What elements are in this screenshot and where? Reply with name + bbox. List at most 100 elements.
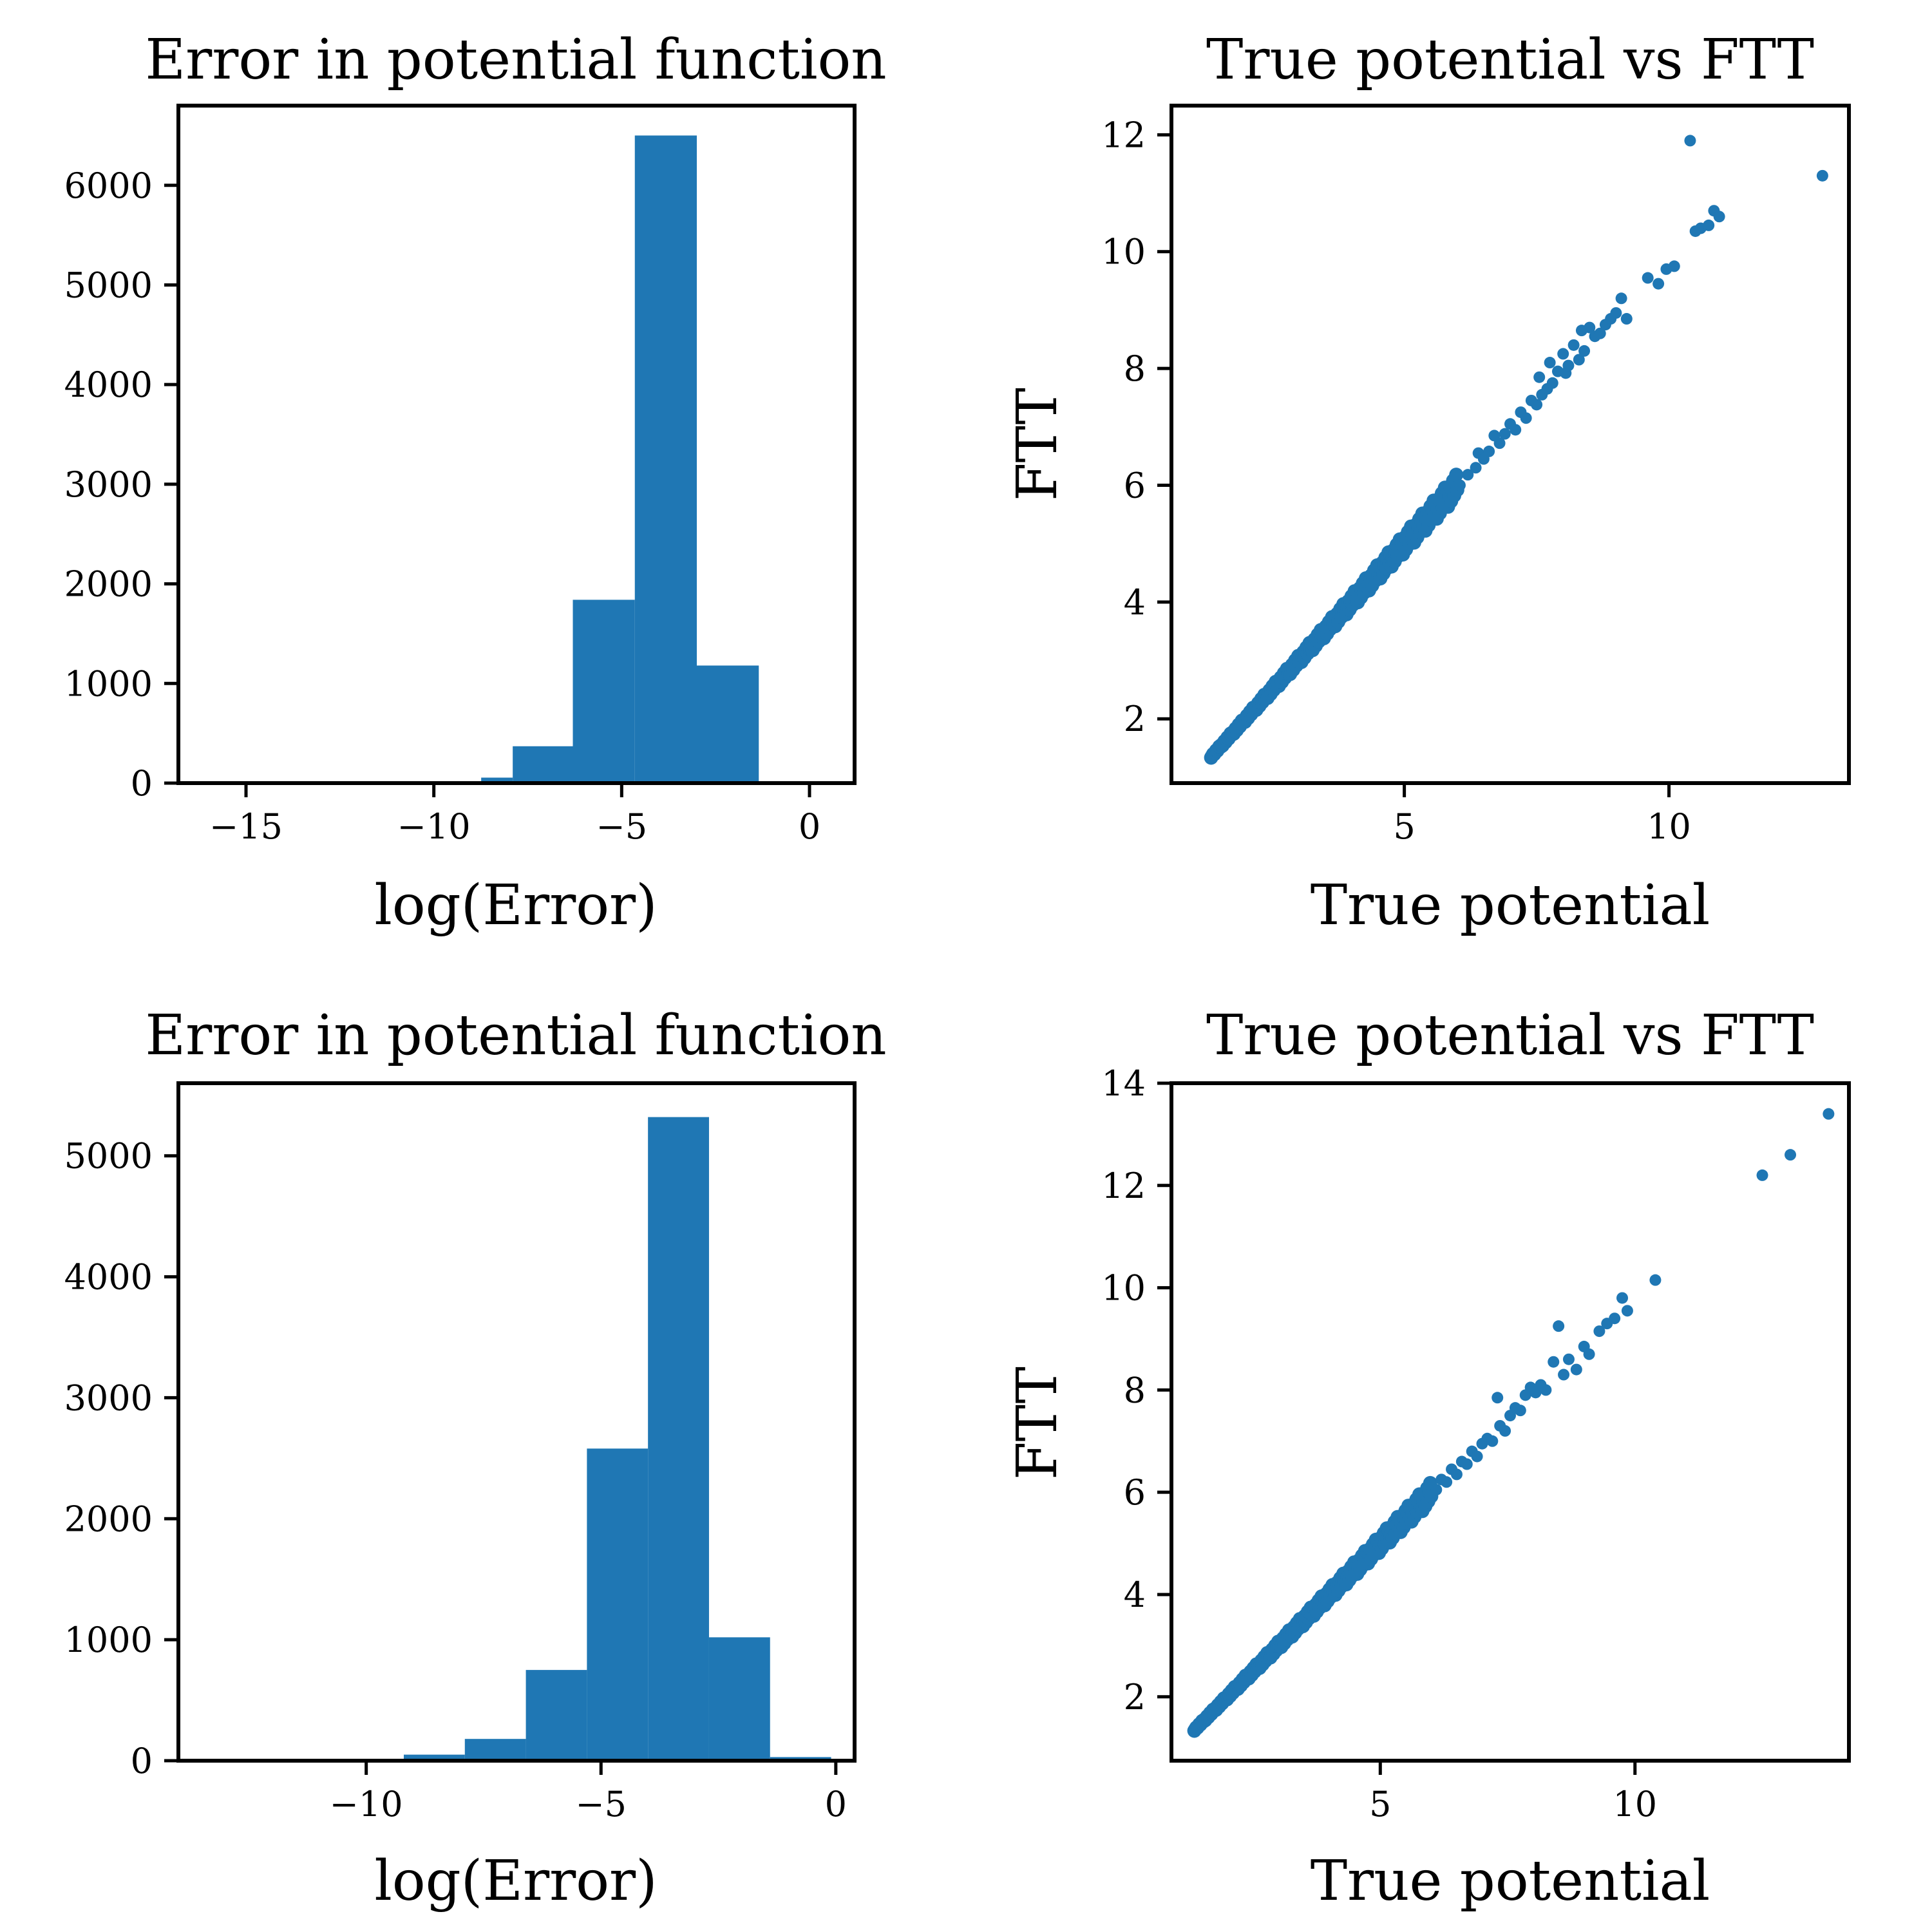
scatter-point (1615, 292, 1627, 305)
plot-frame (176, 104, 857, 785)
x-tick-label: −10 (397, 806, 471, 847)
chart-title: True potential vs FTT (1206, 1003, 1814, 1068)
y-tick-label: 12 (1101, 1166, 1146, 1206)
panel-top-left-histogram: Error in potential function −15 −10 −5 0 0 10… (64, 28, 887, 938)
scatter-point (1514, 1405, 1526, 1417)
histogram-bar (573, 600, 635, 783)
histogram-bar (464, 1739, 526, 1761)
panel-top-right-scatter: True potential vs FTT 5 10 2 4 6 8 10 12 True p… (1005, 28, 1851, 938)
y-tick-label: 4 (1124, 582, 1146, 623)
y-axis-label: FTT (1005, 1367, 1070, 1480)
y-tick-label: 3000 (64, 1378, 153, 1418)
scatter-point (1493, 437, 1506, 450)
y-tick-label: 0 (131, 1741, 153, 1781)
histogram-bar (404, 1754, 465, 1761)
histogram-bar (481, 777, 513, 783)
scatter-point (1562, 359, 1575, 372)
scatter-point (1573, 354, 1585, 366)
scatter-point (1450, 1468, 1463, 1481)
y-tick-label: 1000 (64, 663, 153, 704)
points-layer (1187, 1108, 1835, 1738)
scatter-point (1594, 327, 1606, 339)
y-tick-label: 6 (1124, 1472, 1146, 1513)
scatter-point (1548, 1356, 1560, 1368)
scatter-point (1533, 371, 1546, 383)
histogram-bar (708, 1637, 770, 1761)
y-tick-label: 2 (1124, 1677, 1146, 1718)
x-axis-label: True potential (1311, 1849, 1710, 1913)
y-tick-label: 2000 (64, 564, 153, 605)
y-tick-label: 5000 (64, 1136, 153, 1177)
x-tick-label: −15 (209, 806, 283, 847)
scatter-point (1430, 1484, 1443, 1496)
scatter-point (1570, 1363, 1582, 1376)
scatter-point (1558, 1368, 1570, 1381)
plot-frame (1170, 1081, 1851, 1763)
scatter-point (1684, 135, 1696, 147)
scatter-point (1544, 357, 1556, 369)
scatter-point (1531, 399, 1543, 411)
histogram-bar (634, 135, 697, 784)
histogram-bar (526, 1670, 587, 1761)
x-tick-label: 10 (1647, 806, 1691, 847)
scatter-point (1668, 260, 1680, 272)
scatter-point (1642, 272, 1654, 284)
scatter-point (1471, 1450, 1483, 1463)
chart-title: True potential vs FTT (1206, 28, 1814, 92)
scatter-point (1653, 278, 1665, 290)
scatter-point (1499, 428, 1511, 440)
scatter-point (1461, 1458, 1473, 1470)
y-tick-label: 2000 (64, 1499, 153, 1539)
y-tick-label: 0 (131, 763, 153, 804)
bars-layer (263, 1117, 831, 1761)
histogram-bar (697, 665, 759, 783)
plot-frame (1170, 104, 1851, 785)
y-tick-label: 14 (1101, 1063, 1146, 1104)
scatter-point (1449, 468, 1464, 482)
panel-bottom-right-scatter: True potential vs FTT 5 10 2 4 6 8 10 12 14 True… (1005, 1003, 1851, 1913)
y-tick-label: 12 (1101, 115, 1146, 155)
y-tick-label: 10 (1101, 1268, 1146, 1309)
histogram-bar (587, 1448, 649, 1761)
plot-frame (176, 1081, 857, 1763)
scatter-point (1470, 462, 1482, 474)
bars-layer (234, 135, 821, 784)
y-tick-label: 4000 (64, 1257, 153, 1298)
x-tick-label: 0 (799, 806, 820, 847)
scatter-point (1557, 348, 1569, 360)
scatter-point (1483, 445, 1495, 457)
scatter-point (1593, 1325, 1605, 1338)
y-tick-label: 1000 (64, 1620, 153, 1660)
scatter-point (1578, 345, 1591, 357)
ticks-layer: −15 −10 −5 0 0 1000 2000 3000 4000 5000 6000 (64, 166, 821, 847)
y-tick-label: 4000 (64, 365, 153, 405)
y-tick-label: 2 (1124, 699, 1146, 739)
scatter-point (1583, 1348, 1595, 1360)
x-tick-label: 5 (1393, 806, 1415, 847)
y-axis-label: FTT (1005, 388, 1070, 501)
scatter-point (1454, 479, 1466, 491)
scatter-point (1823, 1108, 1835, 1120)
y-tick-label: 5000 (64, 265, 153, 305)
x-tick-label: −5 (596, 806, 648, 847)
histogram-bar (513, 746, 573, 783)
chart-title: Error in potential function (145, 1003, 886, 1068)
x-tick-label: 5 (1369, 1784, 1391, 1824)
y-tick-label: 8 (1124, 1370, 1146, 1410)
x-tick-label: 0 (825, 1784, 847, 1824)
x-tick-label: −10 (330, 1784, 403, 1824)
scatter-point (1713, 211, 1725, 223)
scatter-point (1609, 1312, 1621, 1325)
y-tick-label: 4 (1124, 1575, 1146, 1615)
scatter-point (1816, 169, 1828, 182)
scatter-point (1486, 1435, 1499, 1447)
points-layer (1204, 135, 1828, 765)
x-tick-label: 10 (1613, 1784, 1657, 1824)
scatter-point (1703, 219, 1715, 231)
scatter-point (1546, 377, 1558, 389)
scatter-point (1562, 1353, 1575, 1365)
scatter-point (1553, 1320, 1565, 1332)
ticks-layer: 5 10 2 4 6 8 10 12 14 (1101, 1063, 1657, 1824)
scatter-point (1567, 339, 1580, 351)
